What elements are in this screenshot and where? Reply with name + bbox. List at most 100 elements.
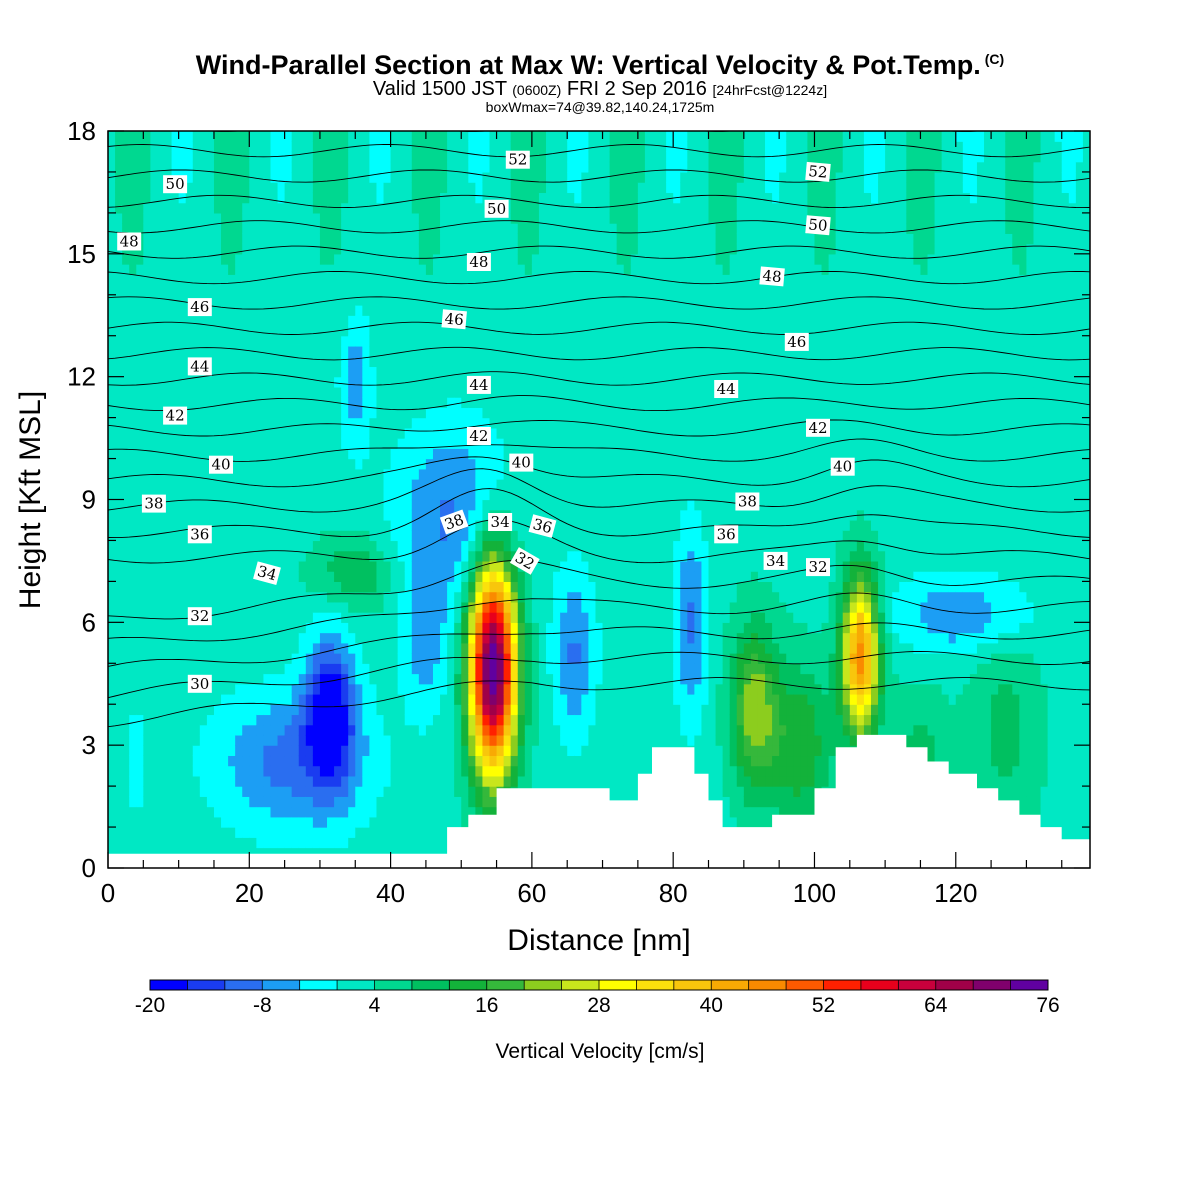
field-cell (164, 212, 173, 224)
field-cell (122, 796, 130, 808)
field-cell (249, 407, 257, 419)
field-cell (581, 233, 589, 245)
field-cell (192, 397, 201, 408)
field-cell (560, 724, 568, 736)
field-cell (263, 837, 272, 849)
field-cell (334, 693, 342, 705)
field-cell (341, 448, 349, 460)
field-cell (369, 489, 378, 501)
field-cell (213, 305, 222, 316)
field-cell (432, 171, 441, 183)
field-cell (319, 479, 328, 490)
field-cell (235, 622, 243, 634)
field-cell (143, 448, 151, 460)
field-cell (298, 386, 307, 398)
field-cell (369, 571, 378, 582)
field-cell (249, 131, 257, 142)
field-cell (348, 294, 356, 306)
field-cell (122, 837, 130, 849)
field-cell (199, 591, 208, 603)
field-cell (115, 458, 123, 470)
field-cell (298, 141, 307, 153)
field-cell (411, 837, 420, 849)
field-cell (185, 622, 194, 634)
field-cell (468, 550, 476, 562)
field-cell (546, 171, 554, 183)
field-cell (228, 427, 236, 439)
field-cell (588, 509, 597, 521)
field-cell (355, 745, 363, 757)
field-cell (319, 315, 328, 327)
field-cell (574, 530, 582, 542)
field-cell (567, 366, 575, 378)
field-cell (468, 745, 476, 757)
field-cell (249, 458, 257, 470)
field-cell (383, 642, 392, 654)
field-cell (319, 468, 328, 480)
field-cell (425, 182, 434, 194)
field-cell (305, 693, 314, 705)
field-cell (157, 417, 166, 429)
field-cell (213, 653, 222, 664)
field-cell (574, 448, 582, 460)
field-cell (319, 366, 328, 378)
field-cell (348, 325, 356, 337)
field-cell (524, 653, 533, 664)
field-cell (312, 755, 321, 767)
field-cell (440, 806, 448, 818)
field-cell (108, 397, 116, 408)
field-cell (538, 479, 547, 490)
field-cell (108, 571, 116, 582)
field-cell (122, 182, 130, 194)
field-cell (298, 786, 307, 797)
field-cell (531, 233, 540, 245)
field-cell (235, 847, 243, 859)
field-cell (567, 356, 575, 368)
field-cell (454, 571, 462, 582)
field-cell (171, 243, 180, 255)
field-cell (581, 591, 589, 603)
field-cell (376, 622, 385, 634)
field-cell (383, 386, 392, 398)
field-cell (334, 683, 342, 695)
field-cell (150, 212, 159, 224)
field-cell (510, 417, 519, 429)
field-cell (411, 663, 420, 675)
field-cell (432, 417, 441, 429)
field-cell (305, 550, 314, 562)
field-cell (468, 704, 476, 716)
field-cell (517, 325, 526, 337)
field-cell (312, 345, 321, 357)
field-cell (503, 325, 512, 337)
field-cell (305, 663, 314, 675)
field-cell (228, 468, 236, 480)
field-cell (122, 704, 130, 716)
field-cell (475, 171, 484, 183)
field-cell (355, 366, 363, 378)
field-cell (150, 202, 159, 214)
field-cell (362, 345, 370, 357)
field-cell (171, 642, 180, 654)
field-cell (418, 202, 427, 214)
field-cell (185, 479, 194, 490)
field-cell (277, 305, 286, 316)
field-cell (404, 509, 413, 521)
field-cell (425, 724, 434, 736)
field-cell (475, 693, 484, 705)
field-cell (312, 519, 321, 531)
field-cell (327, 612, 335, 623)
field-cell (277, 591, 286, 603)
field-cell (235, 202, 243, 214)
field-cell (560, 161, 568, 173)
field-cell (369, 305, 378, 316)
field-cell (432, 571, 441, 582)
field-cell (376, 704, 385, 716)
field-cell (411, 519, 420, 531)
field-cell (397, 182, 406, 194)
field-cell (538, 775, 547, 787)
field-cell (411, 673, 420, 685)
field-cell (291, 284, 300, 296)
field-cell (503, 673, 512, 685)
field-cell (348, 253, 356, 265)
field-cell (298, 223, 307, 234)
